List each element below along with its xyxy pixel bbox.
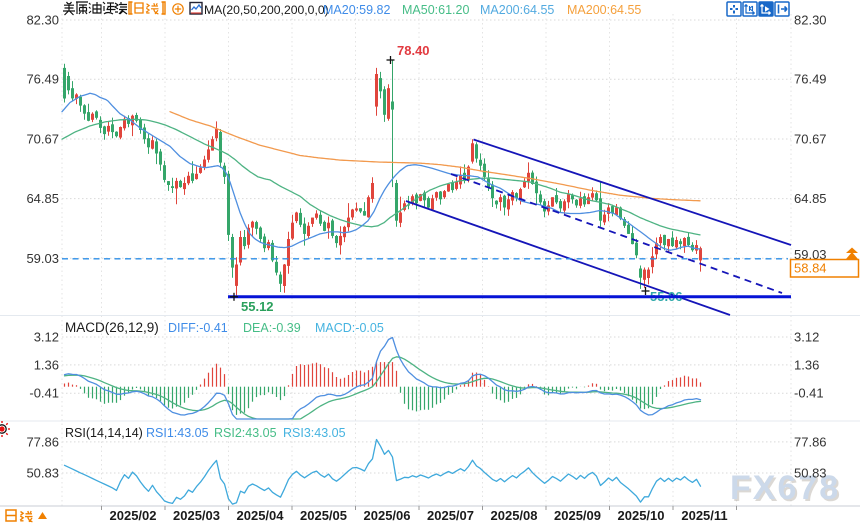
svg-text:RSI3:43.05: RSI3:43.05 — [283, 426, 346, 440]
svg-text:82.30: 82.30 — [26, 13, 59, 28]
svg-text:1.36: 1.36 — [794, 357, 819, 372]
svg-text:RSI1:43.05: RSI1:43.05 — [146, 426, 209, 440]
svg-text:70.67: 70.67 — [26, 132, 59, 147]
svg-text:1.36: 1.36 — [34, 357, 59, 372]
svg-text:2025/03: 2025/03 — [173, 508, 220, 523]
svg-text:MA200:64.55: MA200:64.55 — [480, 3, 554, 17]
svg-text:50.83: 50.83 — [26, 466, 59, 481]
svg-text:MA200:64.55: MA200:64.55 — [567, 3, 641, 17]
svg-text:2025/06: 2025/06 — [364, 508, 411, 523]
svg-text:50.83: 50.83 — [794, 466, 827, 481]
svg-text:82.30: 82.30 — [794, 13, 827, 28]
svg-text:RSI(14,14,14): RSI(14,14,14) — [65, 426, 143, 440]
svg-text:70.67: 70.67 — [794, 132, 827, 147]
svg-text:3.12: 3.12 — [34, 330, 59, 345]
svg-text:MA50:61.20: MA50:61.20 — [402, 3, 469, 17]
svg-text:2025/10: 2025/10 — [618, 508, 665, 523]
svg-text:77.86: 77.86 — [26, 434, 59, 449]
svg-text:64.85: 64.85 — [26, 191, 59, 206]
svg-text:DIFF:-0.41: DIFF:-0.41 — [168, 321, 228, 335]
svg-text:55.12: 55.12 — [241, 299, 274, 314]
svg-text:78.40: 78.40 — [397, 43, 430, 58]
svg-text:-0.41: -0.41 — [794, 386, 824, 401]
svg-text:59.03: 59.03 — [26, 251, 59, 266]
svg-text:64.85: 64.85 — [794, 191, 827, 206]
svg-text:2025/11: 2025/11 — [681, 508, 727, 523]
svg-text:FX678: FX678 — [730, 469, 840, 507]
svg-text:77.86: 77.86 — [794, 434, 827, 449]
svg-text:MA(20,50,200,200,0,0): MA(20,50,200,200,0,0) — [204, 3, 329, 17]
svg-text:MACD(26,12,9): MACD(26,12,9) — [65, 320, 159, 335]
svg-text:2025/07: 2025/07 — [427, 508, 474, 523]
svg-text:59.03: 59.03 — [794, 247, 827, 262]
svg-text:2025/05: 2025/05 — [300, 508, 347, 523]
svg-text:76.49: 76.49 — [794, 72, 827, 87]
svg-text:-0.41: -0.41 — [29, 386, 59, 401]
svg-text:76.49: 76.49 — [26, 72, 59, 87]
svg-text:DEA:-0.39: DEA:-0.39 — [243, 321, 301, 335]
svg-text:2025/02: 2025/02 — [110, 508, 157, 523]
svg-text:2025/09: 2025/09 — [554, 508, 601, 523]
svg-text:2025/08: 2025/08 — [491, 508, 538, 523]
svg-text:58.84: 58.84 — [794, 261, 827, 276]
svg-text:MA20:59.82: MA20:59.82 — [323, 3, 390, 17]
svg-text:FX678: FX678 — [732, 471, 842, 509]
svg-text:2025/04: 2025/04 — [237, 508, 285, 523]
svg-text:RSI2:43.05: RSI2:43.05 — [214, 426, 277, 440]
svg-text:MACD:-0.05: MACD:-0.05 — [315, 321, 384, 335]
svg-text:3.12: 3.12 — [794, 330, 819, 345]
